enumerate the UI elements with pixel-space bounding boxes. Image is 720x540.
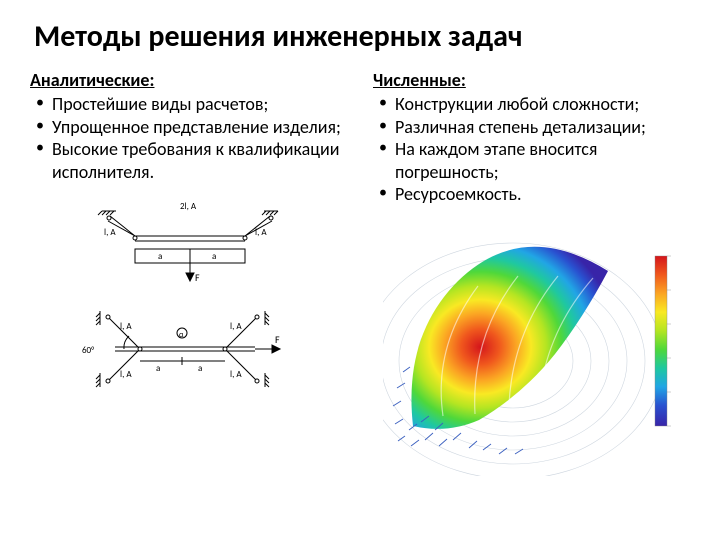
svg-text:l, A: l, A (120, 321, 132, 332)
svg-text:a: a (156, 363, 160, 374)
right-column: Численные: Конструкции любой сложности; … (373, 69, 692, 476)
list-item: Различная степень детализации; (373, 116, 692, 139)
svg-text:l, A: l, A (120, 369, 132, 380)
list-item: Высокие требования к квалификации исполн… (30, 138, 349, 183)
svg-text:2l, A: 2l, A (180, 201, 197, 212)
svg-text:a: a (198, 363, 202, 374)
svg-text:l, A: l, A (104, 227, 116, 238)
numerical-diagram (373, 214, 692, 476)
right-bullet-list: Конструкции любой сложности; Различная с… (373, 93, 692, 206)
svg-text:60°: 60° (82, 345, 94, 356)
analytical-diagram: 2l, A l, A l, A (30, 191, 349, 401)
truss-schematic-icon: 2l, A l, A l, A (80, 191, 300, 401)
svg-text:F: F (275, 333, 280, 346)
slide-title: Методы решения инженерных задач (34, 18, 692, 55)
left-column: Аналитические: Простейшие виды расчетов;… (30, 69, 349, 476)
left-bullet-list: Простейшие виды расчетов; Упрощенное пре… (30, 93, 349, 183)
svg-text:l, A: l, A (230, 369, 242, 380)
fem-simulation-icon (383, 226, 683, 476)
svg-text:α: α (179, 330, 184, 340)
svg-text:l, A: l, A (230, 321, 242, 332)
left-header: Аналитические: (30, 69, 349, 91)
svg-text:a: a (212, 251, 216, 262)
list-item: Упрощенное представление изделия; (30, 116, 349, 139)
right-header: Численные: (373, 69, 692, 91)
svg-text:l, A: l, A (255, 227, 267, 238)
list-item: Конструкции любой сложности; (373, 93, 692, 116)
list-item: На каждом этапе вносится погрешность; (373, 138, 692, 183)
two-column-layout: Аналитические: Простейшие виды расчетов;… (30, 69, 692, 476)
list-item: Простейшие виды расчетов; (30, 93, 349, 116)
svg-text:F: F (195, 271, 200, 284)
list-item: Ресурсоемкость. (373, 183, 692, 206)
svg-text:a: a (158, 251, 162, 262)
